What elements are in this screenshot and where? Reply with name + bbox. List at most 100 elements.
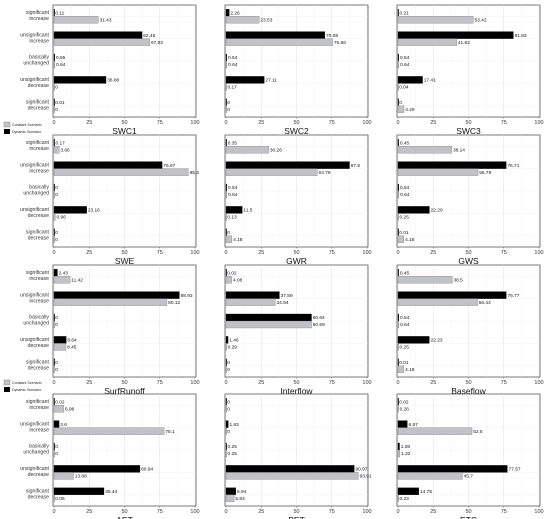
bar-constant bbox=[53, 38, 150, 46]
data-label-dynamic: 0 bbox=[227, 360, 230, 366]
bar-dynamic bbox=[53, 31, 143, 39]
data-label-dynamic: 2.43 bbox=[59, 270, 69, 276]
panel-title: GWS bbox=[458, 256, 479, 266]
data-label-constant: 38.14 bbox=[453, 147, 465, 153]
bar-constant bbox=[397, 298, 478, 306]
category-label: decrease bbox=[28, 83, 49, 89]
data-label-constant: 8.45 bbox=[67, 345, 77, 351]
data-label-constant: 0 bbox=[55, 107, 58, 113]
data-label-constant: 0.29 bbox=[228, 345, 238, 351]
bar-dynamic bbox=[53, 291, 180, 299]
x-tick-label: 50 bbox=[293, 380, 299, 386]
panel-etc: 0.020.26 6.57 52.5 1.081.32 77.57 45.7 14.75 0.… bbox=[396, 393, 544, 519]
bar-constant bbox=[225, 427, 227, 435]
data-label-dynamic: 77.57 bbox=[509, 467, 521, 473]
category-label: decrease bbox=[28, 236, 49, 242]
data-label-dynamic: 0.25 bbox=[228, 444, 238, 450]
data-label-constant: 1.32 bbox=[401, 451, 411, 457]
bar-dynamic bbox=[397, 291, 507, 299]
x-tick-label: 0 bbox=[52, 120, 55, 126]
bar-constant bbox=[53, 235, 55, 243]
x-tick-label: 75 bbox=[157, 380, 163, 386]
bar-dynamic bbox=[225, 139, 227, 147]
category-label: increase bbox=[29, 38, 49, 44]
legend-swatch-dynamic bbox=[4, 387, 10, 392]
legend-label-dynamic: Dynamic Scenario bbox=[12, 388, 41, 392]
data-label-constant: 0.64 bbox=[400, 322, 410, 328]
bar-dynamic bbox=[225, 9, 230, 17]
data-label-constant: 0 bbox=[55, 85, 58, 91]
data-label-dynamic: 0.02 bbox=[227, 270, 237, 276]
data-label-constant: 52.5 bbox=[473, 429, 483, 435]
bar-dynamic bbox=[397, 31, 514, 39]
x-tick-label: 75 bbox=[329, 120, 335, 126]
data-label-constant: 6.96 bbox=[65, 406, 75, 412]
bar-dynamic bbox=[225, 465, 355, 473]
bar-constant bbox=[397, 16, 474, 24]
x-tick-label: 75 bbox=[329, 250, 335, 256]
bar-constant bbox=[53, 146, 60, 154]
x-tick-label: 50 bbox=[293, 120, 299, 126]
legend-swatch-constant bbox=[3, 121, 11, 128]
data-label-dynamic: 0.01 bbox=[399, 360, 409, 366]
bar-constant bbox=[225, 343, 227, 351]
bar-constant bbox=[53, 427, 165, 435]
bar-constant bbox=[225, 235, 233, 243]
category-label: unchanged bbox=[23, 191, 49, 197]
bar-constant bbox=[397, 405, 399, 413]
data-label-dynamic: 14.75 bbox=[420, 489, 432, 495]
x-tick-label: 100 bbox=[534, 250, 543, 256]
legend-swatch-constant bbox=[3, 379, 11, 386]
data-label-constant: 56.44 bbox=[479, 300, 491, 306]
x-tick-label: 50 bbox=[465, 250, 471, 256]
panel-title: SWC3 bbox=[456, 126, 481, 136]
legend-row3: Constant Scenario Dynamic Scenario bbox=[3, 379, 42, 392]
data-label-constant: 0 bbox=[55, 367, 58, 373]
bar-dynamic bbox=[225, 313, 312, 322]
bar-dynamic bbox=[397, 183, 399, 192]
x-tick-label: 100 bbox=[362, 380, 371, 386]
bar-constant bbox=[397, 472, 463, 480]
x-tick-label: 25 bbox=[258, 380, 264, 386]
bar-dynamic bbox=[225, 76, 265, 84]
data-label-constant: 13.88 bbox=[75, 474, 87, 480]
data-label-dynamic: 1.46 bbox=[229, 338, 239, 344]
category-label: basically bbox=[29, 185, 49, 191]
data-label-dynamic: 22.23 bbox=[431, 338, 443, 344]
data-label-constant: 41.62 bbox=[458, 40, 470, 46]
category-label: decrease bbox=[28, 106, 49, 112]
bar-constant bbox=[397, 427, 473, 435]
data-label-dynamic: 0.54 bbox=[400, 55, 410, 61]
data-label-dynamic: 0 bbox=[55, 185, 58, 191]
panel-title: SWC1 bbox=[112, 126, 137, 136]
panel-baseflow: 0.45 38.5 76.77 56.44 0.540.64 22.23 0.25 0.014… bbox=[396, 264, 544, 396]
data-label-constant: 23.53 bbox=[260, 17, 272, 23]
bar-dynamic bbox=[53, 161, 163, 169]
legend-label-constant: Constant Scenario bbox=[12, 381, 42, 385]
category-label: unsignificant bbox=[20, 207, 49, 213]
bar-constant bbox=[225, 38, 333, 46]
category-label: unsignificant bbox=[20, 337, 49, 343]
bar-constant bbox=[53, 276, 71, 284]
bar-constant bbox=[225, 472, 359, 480]
category-label: decrease bbox=[28, 495, 49, 501]
bar-constant bbox=[397, 320, 400, 329]
bar-constant bbox=[53, 449, 55, 458]
x-tick-label: 50 bbox=[121, 509, 127, 515]
data-label-constant: 0.25 bbox=[228, 451, 238, 457]
bar-constant bbox=[397, 83, 399, 91]
x-tick-label: 75 bbox=[157, 509, 163, 515]
bar-constant bbox=[225, 146, 269, 154]
bar-constant bbox=[53, 343, 67, 351]
x-tick-label: 25 bbox=[86, 509, 92, 515]
bar-constant bbox=[397, 235, 405, 243]
bar-dynamic bbox=[53, 336, 67, 344]
x-tick-label: 0 bbox=[224, 250, 227, 256]
data-label-constant: 80.12 bbox=[168, 300, 180, 306]
data-label-dynamic: 0.54 bbox=[400, 315, 410, 321]
panel-gws: 0.45 38.14 76.71 56.79 0.540.64 22.29 0.25 0.01… bbox=[396, 134, 544, 266]
x-tick-label: 50 bbox=[121, 380, 127, 386]
bar-constant bbox=[53, 105, 55, 113]
